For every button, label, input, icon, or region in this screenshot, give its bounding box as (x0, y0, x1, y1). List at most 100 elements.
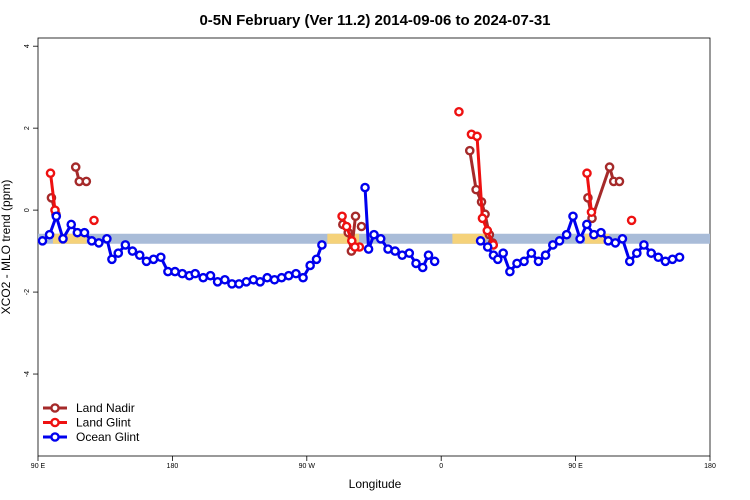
data-point (604, 162, 615, 172)
x-tick-label: 180 (704, 463, 716, 470)
data-point (298, 272, 308, 283)
data-point (390, 246, 400, 256)
data-point (614, 176, 625, 187)
x-tick-label: 90 W (299, 463, 316, 470)
x-tick-label: 0 (439, 463, 443, 470)
data-point (404, 248, 415, 258)
data-point (632, 248, 642, 258)
data-point (317, 240, 327, 250)
data-point (454, 106, 464, 117)
legend-label: Land Glint (76, 416, 131, 430)
data-point (505, 266, 515, 277)
legend-marker (50, 432, 60, 442)
y-tick-label: 2 (24, 126, 31, 130)
data-point (190, 268, 200, 279)
data-point (482, 225, 493, 236)
data-point (127, 246, 138, 256)
legend-label: Ocean Glint (76, 430, 140, 444)
data-point (58, 234, 68, 244)
data-point (350, 211, 361, 222)
data-point (540, 250, 551, 260)
data-point (341, 221, 352, 232)
data-point (526, 248, 537, 258)
y-tick-label: -4 (24, 371, 31, 377)
data-point (107, 254, 117, 265)
data-point (617, 234, 628, 244)
axes: 90 E 180 90 W 0 90 E 180 4 2 0 -2 -4 (24, 44, 716, 470)
data-point (464, 145, 475, 156)
series-land-glint (45, 106, 637, 252)
x-tick-label: 90 E (31, 463, 46, 470)
y-axis-label: XCO2 - MLO trend (ppm) (0, 180, 13, 315)
data-point (70, 162, 81, 172)
data-point (51, 211, 62, 222)
data-point (471, 184, 481, 195)
data-point (305, 260, 315, 271)
data-point (37, 236, 48, 246)
data-point (375, 234, 386, 244)
data-point (311, 254, 322, 265)
data-point (674, 252, 685, 263)
data-point (646, 248, 657, 258)
data-point (472, 131, 482, 142)
series-line (585, 173, 593, 213)
data-point (120, 240, 131, 250)
data-point (498, 248, 508, 258)
data-point (596, 227, 606, 238)
data-point (639, 240, 649, 250)
data-point (66, 219, 77, 230)
data-point (356, 221, 367, 232)
data-point (45, 168, 56, 179)
data-point (519, 256, 529, 267)
data-point (582, 219, 592, 230)
x-axis-label: Longitude (349, 477, 402, 491)
data-point (79, 227, 90, 238)
data-point (156, 252, 166, 263)
data-point (568, 211, 578, 222)
data-point (113, 248, 124, 258)
data-point (411, 258, 421, 269)
data-point (533, 256, 544, 267)
data-point (477, 213, 488, 224)
data-point (626, 215, 637, 226)
data-point (561, 229, 572, 240)
data-point (492, 254, 503, 265)
data-point (610, 238, 621, 248)
data-point (360, 182, 370, 193)
chart-title: 0-5N February (Ver 11.2) 2014-09-06 to 2… (199, 12, 550, 29)
data-point (81, 176, 92, 187)
data-point (423, 250, 434, 260)
legend-marker (50, 403, 60, 413)
data-point (94, 238, 104, 248)
data-point (350, 242, 360, 252)
x-tick-label: 90 E (568, 463, 583, 470)
y-tick-label: -2 (24, 289, 31, 295)
data-point (291, 268, 301, 279)
data-point (134, 250, 145, 260)
y-tick-label: 0 (24, 208, 31, 212)
legend-marker (50, 417, 60, 428)
data-point (575, 234, 585, 244)
y-tick-label: 4 (24, 44, 31, 48)
data-point (89, 215, 99, 226)
x-tick-label: 180 (167, 463, 179, 470)
data-point (255, 277, 265, 287)
data-point (653, 252, 664, 263)
data-series (37, 106, 685, 289)
data-point (44, 229, 55, 240)
data-point (624, 256, 635, 267)
data-point (582, 168, 592, 179)
plot-area (37, 37, 711, 457)
data-point (417, 262, 428, 273)
data-point (475, 236, 486, 246)
data-point (482, 242, 493, 252)
data-point (205, 270, 216, 281)
data-point (102, 234, 112, 244)
data-point (554, 236, 565, 246)
data-point (548, 240, 558, 250)
series-ocean-glint (37, 182, 685, 289)
data-point (369, 229, 379, 240)
data-point (363, 244, 374, 254)
